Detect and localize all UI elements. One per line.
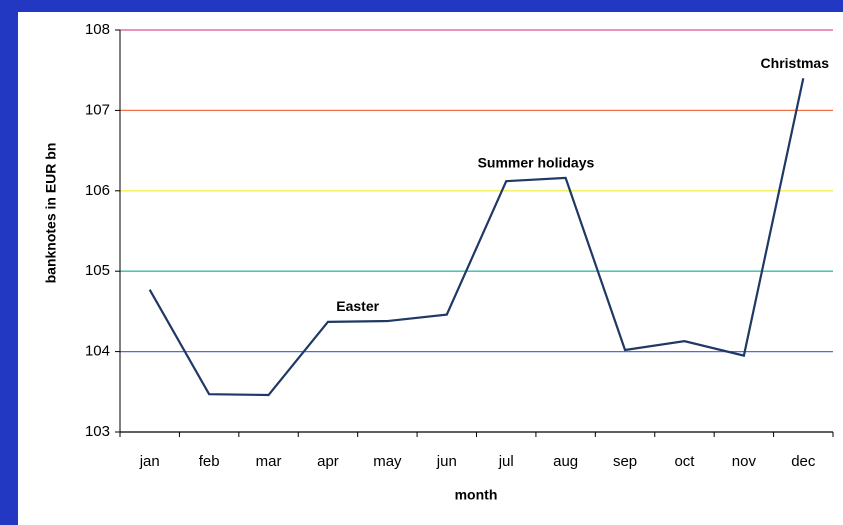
x-tick-label: oct — [674, 453, 695, 470]
x-tick-label: jan — [139, 453, 160, 470]
x-tick-label: dec — [791, 453, 816, 470]
x-tick-label: mar — [256, 453, 282, 470]
x-tick-label: aug — [553, 453, 578, 470]
x-tick-label: feb — [199, 453, 220, 470]
x-tick-label: may — [373, 453, 402, 470]
y-tick-label: 108 — [85, 21, 110, 38]
y-tick-label: 104 — [85, 343, 110, 360]
annotation: Easter — [336, 298, 379, 314]
x-tick-label: nov — [732, 453, 757, 470]
y-tick-label: 105 — [85, 262, 110, 279]
x-tick-label: jun — [436, 453, 457, 470]
x-tick-label: jul — [498, 453, 514, 470]
y-tick-label: 103 — [85, 423, 110, 440]
y-tick-label: 106 — [85, 182, 110, 199]
x-tick-label: sep — [613, 453, 637, 470]
series-line — [148, 78, 805, 397]
x-axis-label: month — [455, 487, 498, 503]
x-tick-label: apr — [317, 453, 339, 470]
annotation: Christmas — [761, 55, 830, 71]
annotation: Summer holidays — [478, 155, 595, 171]
y-tick-label: 107 — [85, 101, 110, 118]
y-axis-label: banknotes in EUR bn — [43, 143, 59, 284]
chart-panel — [18, 12, 843, 525]
